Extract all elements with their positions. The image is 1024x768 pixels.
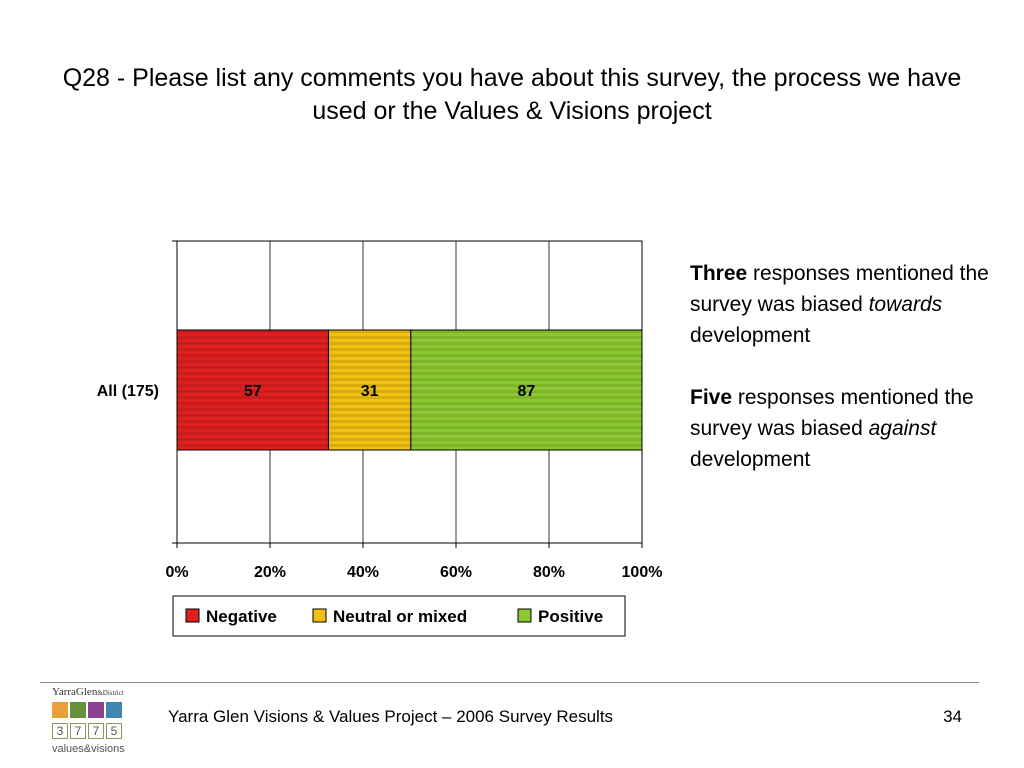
logo-tile [52, 702, 68, 718]
logo-digit: 7 [88, 723, 104, 739]
data-label-0: 57 [244, 383, 262, 400]
category-label: All (175) [97, 383, 159, 400]
logo-digit: 5 [106, 723, 122, 739]
x-tick-label: 40% [347, 564, 379, 581]
legend-swatch-2 [517, 608, 532, 623]
footer-text: Yarra Glen Visions & Values Project – 20… [168, 707, 614, 726]
note-five-bold: Five [690, 386, 733, 409]
logo-tile [106, 702, 122, 718]
logo-tiles [52, 702, 122, 718]
x-tick-label: 60% [440, 564, 472, 581]
footer-divider [40, 682, 979, 683]
page-number: 34 [943, 707, 962, 726]
x-tick-label: 100% [622, 564, 663, 581]
legend-box [172, 595, 626, 637]
note-three: Three responses mentioned the survey was… [690, 258, 990, 351]
logo-digit: 3 [52, 723, 68, 739]
bar-segment-outline-0 [176, 329, 329, 451]
legend-label-2: Positive [538, 607, 603, 626]
note-three-bold: Three [690, 262, 748, 285]
data-label-1: 31 [361, 383, 379, 400]
note-three-text: responses mentioned the survey was biase… [690, 262, 989, 316]
project-logo: YarraGlen&District 3 7 7 5 values&vision… [50, 686, 145, 758]
data-label-2: 87 [518, 383, 536, 400]
note-five: Five responses mentioned the survey was … [690, 382, 990, 475]
note-three-italic: towards [868, 293, 943, 316]
note-five-text: responses mentioned the survey was biase… [690, 386, 974, 440]
logo-brand: YarraGlen&District [52, 686, 124, 698]
logo-digit: 7 [70, 723, 86, 739]
legend-label-1: Neutral or mixed [333, 607, 467, 626]
legend-swatch-1 [312, 608, 327, 623]
stacked-bar-chart: 57 31 87 0% 20% 40% 60% 80% 100% All (175) Negat… [97, 240, 663, 637]
bar-segment-outline-2 [410, 329, 643, 451]
logo-tile [70, 702, 86, 718]
x-tick-label: 80% [533, 564, 565, 581]
note-five-italic: against [868, 417, 937, 440]
note-three-tail: development [690, 324, 811, 347]
slide-title: Q28 - Please list any comments you have … [62, 64, 962, 125]
logo-brand-suffix: &District [97, 689, 124, 697]
x-tick-label: 20% [254, 564, 286, 581]
note-five-tail: development [690, 448, 811, 471]
logo-digits: 3 7 7 5 [52, 723, 122, 739]
logo-tagline: values&visions [52, 743, 125, 755]
x-tick-label: 0% [165, 564, 188, 581]
logo-tile [88, 702, 104, 718]
legend-label-0: Negative [206, 607, 277, 626]
legend-swatch-0 [185, 608, 200, 623]
bar-segment-outline-1 [327, 329, 412, 451]
notes-panel: Three responses mentioned the survey was… [690, 258, 990, 475]
logo-brand-name: YarraGlen [52, 686, 98, 698]
